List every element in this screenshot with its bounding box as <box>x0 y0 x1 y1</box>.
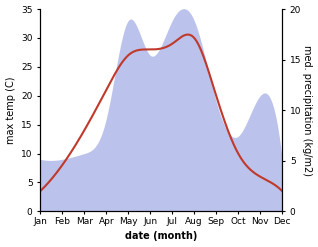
Y-axis label: max temp (C): max temp (C) <box>5 76 16 144</box>
X-axis label: date (month): date (month) <box>125 231 197 242</box>
Y-axis label: med. precipitation (kg/m2): med. precipitation (kg/m2) <box>302 45 313 176</box>
